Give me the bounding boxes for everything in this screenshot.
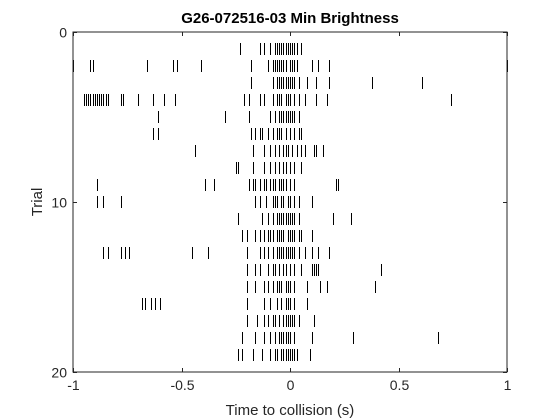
x-tick-label: -1 <box>67 377 80 393</box>
spike-raster <box>73 43 508 361</box>
x-tick-label: -0.5 <box>170 377 194 393</box>
x-axis-ticks: -1 -0.5 0 0.5 1 <box>67 32 512 393</box>
y-tick-label: 20 <box>51 365 67 381</box>
plot-frame <box>72 31 508 373</box>
y-tick-label: 10 <box>51 195 67 211</box>
x-tick-label: 0 <box>287 377 295 393</box>
x-tick-label: 1 <box>504 377 512 393</box>
y-axis-label: Trial <box>29 188 46 217</box>
chart-title: G26-072516-03 Min Brightness <box>181 10 399 27</box>
y-tick-label: 0 <box>59 25 67 41</box>
x-tick-label: 0.5 <box>390 377 410 393</box>
x-axis-label: Time to collision (s) <box>226 402 355 419</box>
